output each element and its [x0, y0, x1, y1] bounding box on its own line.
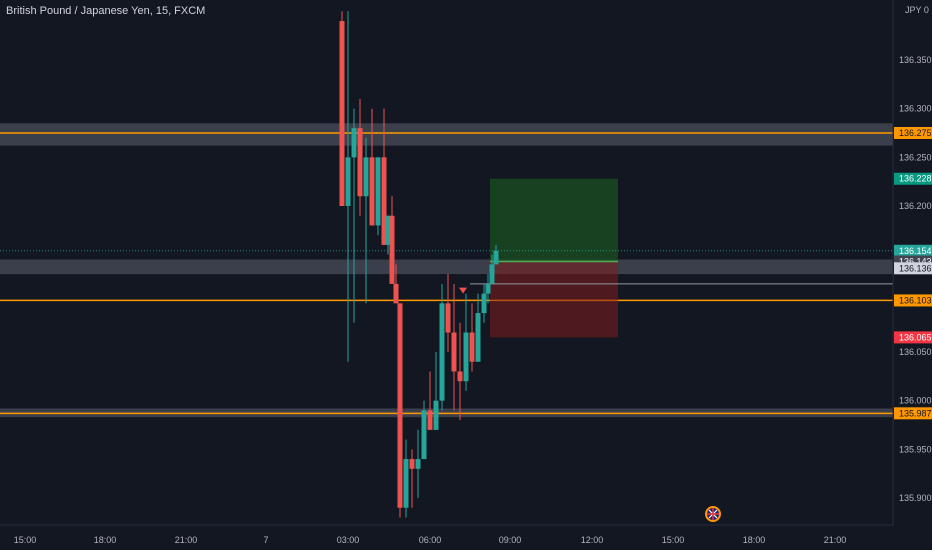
entry-price-label-bg: [894, 255, 932, 268]
candle-body: [451, 332, 457, 372]
candle-body: [475, 313, 481, 362]
candle-body: [433, 400, 439, 430]
target-price-label: 136.228: [899, 174, 932, 184]
resistance-price-label-bg: [894, 127, 932, 139]
candle-body: [485, 283, 491, 294]
resistance-zone: [0, 123, 893, 146]
candle-body: [463, 332, 469, 382]
time-tick-label: 15:00: [662, 535, 685, 545]
time-tick-label: 06:00: [419, 535, 442, 545]
candle-body: [403, 459, 409, 508]
candle-body: [393, 283, 399, 304]
time-tick-label: 21:00: [824, 535, 847, 545]
low-support-price-label: 135.987: [899, 408, 932, 418]
candle-body: [427, 410, 433, 430]
price-tick-label: 136.350: [899, 55, 932, 65]
price-tick-label: 136.000: [899, 396, 932, 406]
axis-corner[interactable]: JPY 0: [905, 5, 929, 15]
candle-body: [439, 303, 445, 401]
time-tick-label: 7: [263, 535, 268, 545]
axis-corner-extra: 0: [923, 5, 929, 15]
sell-marker: [459, 287, 467, 294]
price-tick-label: 136.300: [899, 104, 932, 114]
support-price-label-bg: [894, 294, 932, 307]
zone-price-label: 136.136: [899, 263, 932, 273]
time-axis: [0, 525, 932, 550]
time-tick-label: 15:00: [14, 535, 37, 545]
stop-price-label: 136.065: [899, 332, 932, 342]
candle-body: [375, 157, 381, 226]
candle-body: [457, 371, 463, 382]
candle-body: [385, 215, 391, 245]
candle-body: [397, 303, 403, 508]
stop-zone: [490, 261, 618, 338]
time-tick-label: 18:00: [94, 535, 117, 545]
resistance-price-label: 136.275: [899, 128, 932, 138]
candle-body: [481, 293, 487, 314]
candle-body: [415, 459, 421, 469]
symbol-title[interactable]: British Pound / Japanese Yen, 15, FXCM: [6, 5, 206, 17]
time-tick-label: 09:00: [499, 535, 522, 545]
price-tick-label: 136.250: [899, 152, 932, 162]
time-tick-label: 21:00: [175, 535, 198, 545]
entry-price-label: 136.143: [899, 256, 932, 266]
target-price-label-bg: [894, 172, 932, 185]
candle-body: [339, 21, 345, 206]
price-axis: [893, 0, 932, 550]
support-zone: [0, 259, 893, 275]
candle-body: [351, 128, 357, 158]
candle-body: [421, 410, 427, 460]
zone-price-label-bg: [894, 262, 932, 275]
time-tick-label: 12:00: [581, 535, 604, 545]
candle-body: [489, 264, 495, 284]
time-tick-label: 18:00: [743, 535, 766, 545]
support-price-label: 136.103: [899, 295, 932, 305]
low-support-price-label-bg: [894, 407, 932, 420]
candle-body: [469, 332, 475, 362]
currency-label: JPY: [905, 5, 922, 15]
price-tick-label: 136.050: [899, 347, 932, 357]
candle-body: [345, 157, 351, 206]
price-tick-label: 135.900: [899, 493, 932, 503]
current-price-label-bg: [894, 244, 932, 257]
candle-body: [363, 157, 369, 197]
candle-body: [409, 459, 415, 469]
stop-price-label-bg: [894, 331, 932, 344]
target-zone: [490, 178, 618, 262]
time-tick-label: 03:00: [337, 535, 360, 545]
price-tick-label: 136.200: [899, 201, 932, 211]
candle-body: [445, 303, 451, 333]
price-tick-label: 135.950: [899, 444, 932, 454]
candle-body: [381, 157, 387, 245]
candle-body: [389, 215, 395, 284]
candle-body: [357, 128, 363, 197]
candle-body: [493, 250, 499, 265]
current-price-label: 136.154: [899, 246, 932, 256]
candle-body: [369, 157, 375, 226]
